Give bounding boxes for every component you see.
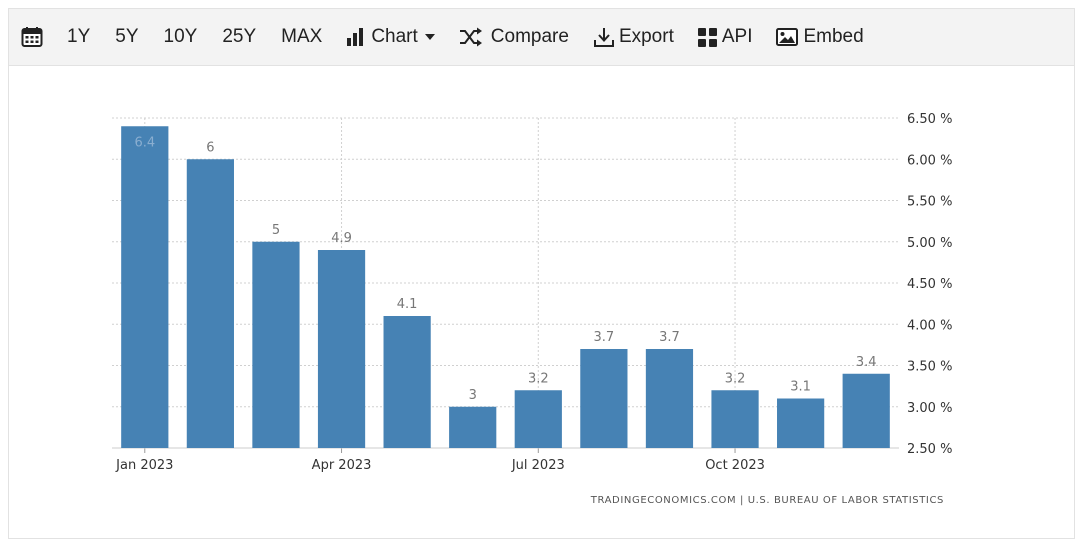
bar bbox=[580, 349, 628, 448]
shuffle-icon bbox=[459, 27, 482, 47]
range-10y-button[interactable]: 10Y bbox=[163, 26, 198, 47]
caret-down-icon bbox=[424, 34, 435, 40]
data-label: 3.7 bbox=[659, 330, 680, 345]
api-button[interactable]: API bbox=[697, 9, 753, 66]
compare-button[interactable]: Compare bbox=[459, 9, 569, 66]
data-label: 3.7 bbox=[594, 330, 615, 345]
download-icon bbox=[593, 28, 614, 47]
x-tick-label: Oct 2023 bbox=[705, 458, 765, 473]
api-label: API bbox=[721, 26, 753, 47]
bar bbox=[121, 126, 169, 448]
chart-label: Chart bbox=[371, 26, 418, 47]
y-tick-label: 6.50 % bbox=[907, 112, 952, 127]
y-tick-label: 3.50 % bbox=[907, 360, 952, 375]
data-label: 4.1 bbox=[397, 297, 418, 312]
range-1y-button[interactable]: 1Y bbox=[67, 26, 91, 47]
y-tick-label: 3.00 % bbox=[907, 401, 952, 416]
y-tick-label: 2.50 % bbox=[907, 442, 952, 457]
bar bbox=[645, 349, 694, 448]
data-label: 3.1 bbox=[790, 380, 811, 395]
bar bbox=[449, 406, 497, 448]
y-tick-label: 5.00 % bbox=[907, 236, 952, 251]
chart-widget: 1Y 5Y 10Y 25Y MAX Chart Compare bbox=[8, 8, 1075, 539]
data-label: 3.2 bbox=[528, 371, 549, 386]
chart-area: 6.50 % 6.00 % 5.50 % 5.00 % 4.50 % 4.00 % 3.50… bbox=[9, 66, 1074, 540]
bar-chart: 6.50 % 6.00 % 5.50 % 5.00 % 4.50 % 4.00 % 3.50… bbox=[112, 112, 952, 506]
bar bbox=[383, 316, 431, 448]
bar bbox=[317, 250, 366, 448]
data-label: 6 bbox=[206, 140, 214, 155]
range-5y-button[interactable]: 5Y bbox=[115, 26, 139, 47]
x-tick-label: Jul 2023 bbox=[511, 458, 565, 473]
embed-button[interactable]: Embed bbox=[776, 9, 864, 66]
bar bbox=[711, 390, 759, 448]
bar-chart-icon bbox=[347, 28, 364, 46]
calendar-icon bbox=[21, 27, 43, 47]
x-tick-label: Jan 2023 bbox=[115, 458, 173, 473]
data-label: 3 bbox=[469, 388, 477, 403]
chart-type-dropdown[interactable]: Chart bbox=[346, 9, 435, 66]
toolbar: 1Y 5Y 10Y 25Y MAX Chart Compare bbox=[9, 9, 1074, 66]
compare-label: Compare bbox=[490, 26, 569, 47]
source-caption: TRADINGECONOMICS.COM | U.S. BUREAU OF LA… bbox=[590, 495, 944, 506]
bar bbox=[842, 373, 890, 448]
y-tick-label: 6.00 % bbox=[907, 153, 952, 168]
calendar-button[interactable] bbox=[21, 9, 43, 66]
range-max-button[interactable]: MAX bbox=[281, 26, 323, 47]
y-tick-label: 5.50 % bbox=[907, 195, 952, 210]
export-label: Export bbox=[618, 26, 674, 47]
embed-label: Embed bbox=[803, 26, 864, 47]
bar bbox=[252, 241, 300, 448]
image-icon bbox=[776, 28, 799, 46]
range-25y-button[interactable]: 25Y bbox=[222, 26, 257, 47]
grid-icon bbox=[697, 27, 717, 47]
export-button[interactable]: Export bbox=[593, 9, 674, 66]
data-label: 4.9 bbox=[331, 231, 352, 246]
x-tick-label: Apr 2023 bbox=[312, 458, 372, 473]
bar bbox=[514, 390, 562, 448]
data-label: 5 bbox=[272, 223, 280, 238]
bar bbox=[777, 398, 825, 448]
data-label: 3.2 bbox=[725, 371, 746, 386]
data-label: 6.4 bbox=[134, 135, 155, 150]
data-label: 3.4 bbox=[856, 355, 877, 370]
bar bbox=[186, 159, 234, 448]
y-tick-label: 4.00 % bbox=[907, 318, 952, 333]
y-tick-label: 4.50 % bbox=[907, 277, 952, 292]
